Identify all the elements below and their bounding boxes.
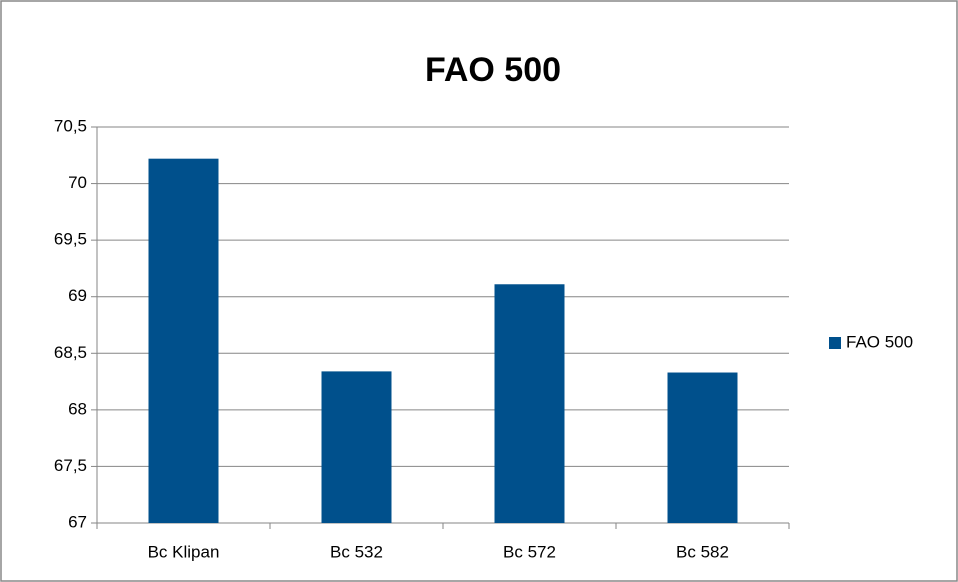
y-tick-label: 67 (68, 512, 87, 531)
bar (667, 372, 738, 523)
chart-title: FAO 500 (425, 51, 561, 89)
bar (494, 284, 565, 523)
y-tick-label: 70,5 (54, 116, 87, 135)
y-tick-label: 70 (68, 173, 87, 192)
x-tick-label: Bc 582 (676, 542, 729, 561)
x-tick-label: Bc Klipan (148, 542, 220, 561)
y-tick-label: 69 (68, 286, 87, 305)
legend-label: FAO 500 (846, 332, 913, 351)
legend-swatch (829, 337, 841, 349)
x-tick-label: Bc 572 (503, 542, 556, 561)
y-tick-label: 69,5 (54, 230, 87, 249)
x-tick-label: Bc 532 (330, 542, 383, 561)
y-tick-label: 68,5 (54, 343, 87, 362)
y-tick-label: 68 (68, 399, 87, 418)
bar (148, 158, 219, 523)
bar (321, 371, 392, 523)
y-tick-label: 67,5 (54, 456, 87, 475)
